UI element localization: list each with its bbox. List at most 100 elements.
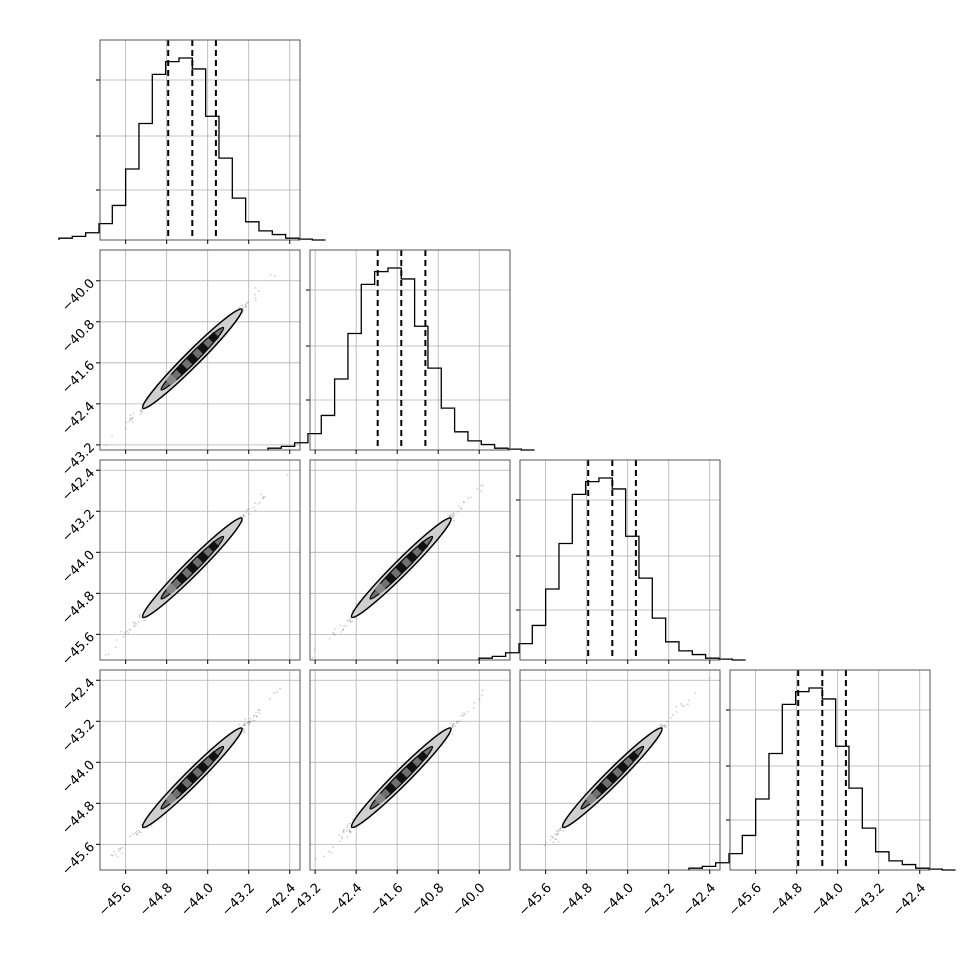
sample-point xyxy=(252,715,255,718)
sample-point xyxy=(681,704,683,707)
sample-point xyxy=(348,822,351,825)
sample-point xyxy=(342,830,345,832)
sample-point xyxy=(460,506,462,509)
x-tick-label: −44.0 xyxy=(598,881,637,920)
y-tick-label: −43.2 xyxy=(59,507,98,546)
x-tick-label: −44.0 xyxy=(808,881,847,920)
histogram-step xyxy=(478,477,746,661)
x-tick-label: −43.2 xyxy=(849,881,888,920)
sample-point xyxy=(663,724,665,727)
sample-point xyxy=(665,726,668,729)
scatter-panel xyxy=(96,459,301,664)
sample-point xyxy=(238,723,240,726)
sample-point xyxy=(452,512,455,514)
sample-point xyxy=(553,838,556,840)
sample-point xyxy=(311,656,314,659)
sample-point xyxy=(125,421,128,424)
sample-point xyxy=(242,309,245,312)
sample-point xyxy=(451,725,454,728)
sample-point xyxy=(124,843,126,846)
sample-point xyxy=(456,510,459,513)
sample-point xyxy=(480,490,483,493)
sample-point xyxy=(457,505,460,508)
sample-point xyxy=(257,290,260,293)
sample-point xyxy=(254,502,256,505)
sample-point xyxy=(121,852,123,855)
sample-point xyxy=(356,617,358,620)
x-tick-label: −44.8 xyxy=(137,881,176,920)
panel-frame xyxy=(99,669,301,871)
density-contour xyxy=(141,517,243,619)
sample-point xyxy=(242,306,245,309)
sample-point xyxy=(545,841,548,844)
sample-point xyxy=(481,689,484,692)
sample-point xyxy=(675,705,678,708)
sample-point xyxy=(243,731,246,734)
sample-point xyxy=(129,835,132,837)
sample-point xyxy=(130,418,133,421)
sample-point xyxy=(140,831,142,834)
sample-point xyxy=(286,473,289,476)
sample-point xyxy=(246,721,249,724)
density-contour xyxy=(141,308,243,410)
sample-point xyxy=(348,828,351,831)
sample-point xyxy=(450,514,453,517)
sample-point xyxy=(252,506,255,509)
sample-point xyxy=(346,826,349,829)
sample-point xyxy=(133,624,136,627)
sample-point xyxy=(315,858,318,860)
sample-point xyxy=(141,411,143,414)
sample-point xyxy=(349,620,352,623)
sample-point xyxy=(262,496,265,499)
y-tick-label: −44.8 xyxy=(59,799,98,838)
sample-point xyxy=(247,508,250,511)
sample-point xyxy=(245,306,248,309)
sample-point xyxy=(453,723,455,725)
sample-point xyxy=(241,304,243,307)
sample-point xyxy=(248,721,251,723)
sample-point xyxy=(124,633,127,635)
sample-point xyxy=(243,515,245,517)
density-contour xyxy=(141,727,243,829)
sample-point xyxy=(242,724,245,727)
sample-point xyxy=(276,691,279,694)
sample-point xyxy=(672,714,675,716)
y-tick-label: −45.6 xyxy=(59,840,98,879)
x-tick-label: −44.8 xyxy=(767,881,806,920)
sample-point xyxy=(449,722,452,725)
sample-point xyxy=(273,692,276,694)
sample-point xyxy=(129,418,132,421)
scatter-panel xyxy=(96,249,301,454)
sample-point xyxy=(461,712,464,715)
sample-point xyxy=(133,622,136,624)
sample-point xyxy=(686,703,689,706)
panel-frame xyxy=(309,459,511,661)
panel-frame xyxy=(519,459,721,661)
sample-point xyxy=(346,829,348,832)
sample-point xyxy=(129,417,132,420)
sample-point xyxy=(131,416,134,419)
sample-point xyxy=(258,709,261,711)
sample-point xyxy=(552,841,555,844)
sample-point xyxy=(342,831,345,834)
sample-point xyxy=(347,619,350,622)
histogram-step xyxy=(267,267,535,451)
sample-point xyxy=(480,694,483,696)
sample-point xyxy=(238,306,240,309)
histogram-panel xyxy=(267,249,535,454)
sample-point xyxy=(248,720,251,723)
sample-point xyxy=(257,709,260,712)
sample-point xyxy=(463,501,465,504)
sample-point xyxy=(134,625,136,628)
sample-point xyxy=(451,515,454,517)
sample-point xyxy=(554,833,556,836)
panel-frame xyxy=(309,249,511,451)
sample-point xyxy=(239,515,242,518)
sample-point xyxy=(349,617,352,620)
sample-point xyxy=(138,831,140,834)
sample-point xyxy=(462,714,465,717)
x-tick-label: −42.4 xyxy=(890,881,929,920)
histogram-panel xyxy=(478,459,746,664)
sample-point xyxy=(560,826,562,829)
x-tick-label: −42.4 xyxy=(327,881,366,920)
